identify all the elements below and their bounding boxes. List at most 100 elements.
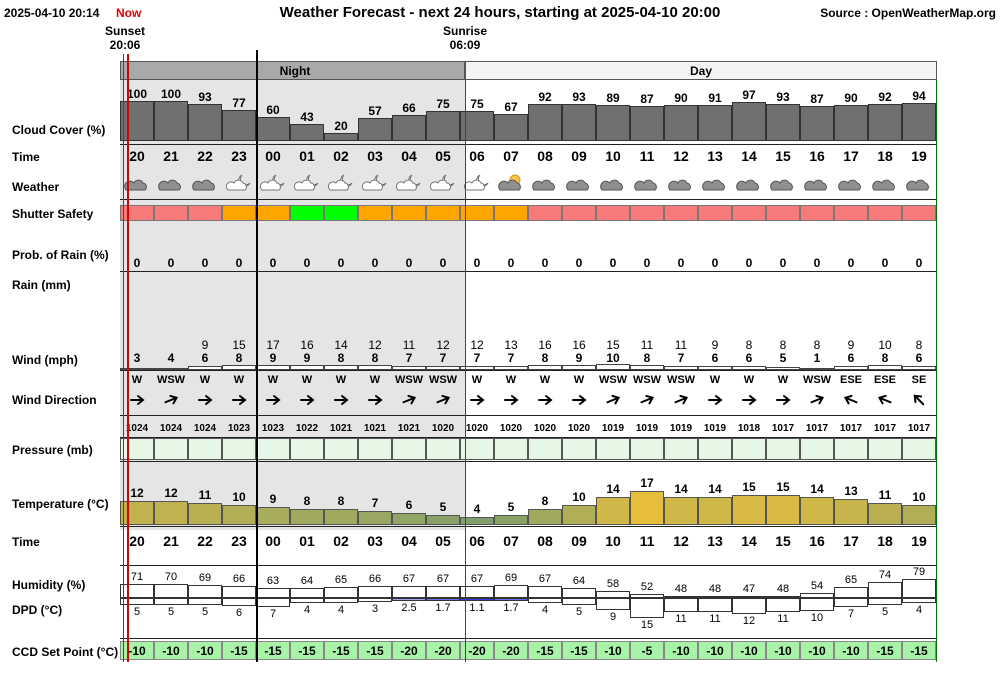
time-cell-bottom: 04 [401, 533, 417, 549]
row-separator [120, 144, 937, 145]
cloud-value: 66 [402, 101, 416, 115]
wind-bar [154, 368, 188, 370]
row-separator [120, 370, 937, 371]
cloud-value: 93 [572, 90, 586, 104]
partly-cloudy-night-icon [429, 174, 457, 192]
humidity-value: 64 [572, 575, 586, 587]
wind-speed: 7 [677, 351, 685, 365]
cloud-bar [290, 124, 324, 141]
pressure-cell [664, 438, 698, 460]
temperature-bar [324, 509, 358, 525]
temperature-bar [868, 503, 902, 525]
cloud-icon [633, 174, 661, 192]
cloud-bar [358, 118, 392, 141]
temperature-bar [188, 503, 222, 525]
pressure-value: 1019 [601, 423, 625, 434]
pressure-cell [290, 438, 324, 460]
row-separator [120, 199, 937, 200]
wind-direction-arrow [732, 392, 766, 413]
rain-probability-cell: 0 [439, 256, 447, 270]
current-datetime: 2025-04-10 20:14 [4, 6, 100, 20]
cloud-icon [769, 174, 797, 192]
sunset-label: Sunset [104, 24, 145, 38]
humidity-value: 74 [878, 569, 892, 581]
dpd-bar [596, 598, 630, 610]
wind-gust: 9 [711, 338, 719, 352]
cloud-bar [324, 133, 358, 141]
now-label: Now [116, 6, 142, 20]
cloud-value: 87 [640, 92, 654, 106]
day-band: Day [465, 61, 937, 80]
sunrise-line [465, 80, 466, 662]
dpd-value: 6 [235, 607, 243, 619]
humidity-bar [290, 588, 324, 598]
wind-direction-label: W [539, 374, 551, 386]
time-cell: 00 [265, 148, 281, 164]
pressure-value: 1023 [227, 423, 251, 434]
row-separator [120, 638, 937, 639]
wind-bar [324, 365, 358, 370]
rain-probability-cell: 0 [745, 256, 753, 270]
partly-cloudy-night-icon [327, 174, 355, 192]
wind-bar [460, 366, 494, 370]
ccd-set-point-cell: -10 [154, 641, 188, 660]
shutter-safety-cell [630, 205, 664, 221]
time-cell-bottom: 18 [877, 533, 893, 549]
shutter-safety-cell [834, 205, 868, 221]
cloud-bar [426, 111, 460, 141]
dpd-bar [324, 598, 358, 603]
row-label-weather: Weather [12, 180, 60, 194]
wind-bar [800, 368, 834, 370]
cloud-icon [191, 174, 219, 192]
wind-direction-arrow [834, 392, 868, 413]
temperature-value: 17 [640, 476, 654, 490]
temperature-value: 7 [371, 496, 379, 510]
humidity-bar [800, 593, 834, 598]
ccd-set-point-cell: -10 [188, 641, 222, 660]
pressure-value: 1021 [329, 423, 353, 434]
wind-direction-label: W [301, 374, 313, 386]
cloud-icon [123, 174, 151, 192]
time-cell-bottom: 05 [435, 533, 451, 549]
dpd-bar [868, 598, 902, 605]
temperature-value: 12 [130, 486, 144, 500]
cloud-bar [766, 104, 800, 141]
dpd-bar [120, 598, 154, 605]
wind-speed: 4 [167, 351, 175, 365]
wind-bar [868, 365, 902, 370]
humidity-value: 67 [470, 573, 484, 585]
sunrise-marker: Sunrise 06:09 [430, 24, 500, 52]
ccd-set-point-cell: -15 [358, 641, 392, 660]
rain-probability-cell: 0 [507, 256, 515, 270]
rain-probability-cell: 0 [813, 256, 821, 270]
temperature-value: 15 [742, 480, 756, 494]
temperature-bar [834, 499, 868, 525]
ccd-set-point-cell: -10 [834, 641, 868, 660]
pressure-cell [868, 438, 902, 460]
pressure-cell [732, 438, 766, 460]
night-label: Night [279, 64, 311, 78]
time-cell: 16 [809, 148, 825, 164]
wind-speed: 8 [235, 351, 243, 365]
shutter-safety-cell [494, 205, 528, 221]
time-cell: 11 [639, 148, 655, 164]
cloud-bar [494, 114, 528, 141]
wind-direction-label: W [369, 374, 381, 386]
wind-direction-label: WSW [156, 374, 186, 386]
wind-bar [698, 366, 732, 370]
time-cell-bottom: 23 [231, 533, 247, 549]
shutter-safety-cell [392, 205, 426, 221]
ccd-set-point-cell: -20 [392, 641, 426, 660]
wind-gust: 8 [915, 338, 923, 352]
humidity-value: 66 [232, 573, 246, 585]
time-cell: 07 [503, 148, 519, 164]
cloud-bar [630, 106, 664, 141]
wind-direction-arrow [120, 392, 154, 413]
dpd-value: 4 [541, 604, 549, 616]
time-cell-bottom: 08 [537, 533, 553, 549]
rain-probability-cell: 0 [541, 256, 549, 270]
dpd-value: 1.7 [435, 602, 451, 614]
dpd-bar [698, 598, 732, 612]
pressure-cell [902, 438, 936, 460]
humidity-bar [528, 586, 562, 598]
